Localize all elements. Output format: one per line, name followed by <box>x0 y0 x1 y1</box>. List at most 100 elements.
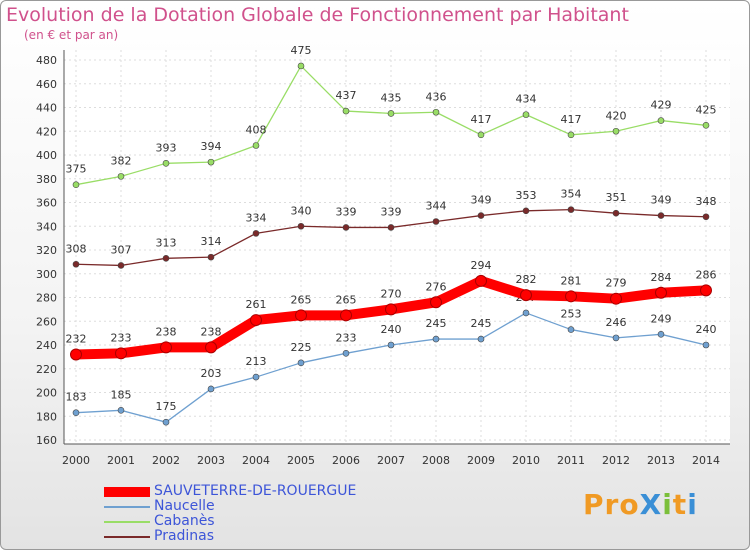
data-point <box>610 292 622 305</box>
data-label: 339 <box>381 205 402 218</box>
data-point <box>207 385 215 393</box>
x-tick-label: 2007 <box>377 454 405 467</box>
x-tick-label: 2000 <box>62 454 90 467</box>
data-point <box>657 212 665 219</box>
y-tick-label: 280 <box>36 292 57 305</box>
data-point <box>387 110 395 117</box>
logo-letter: X <box>639 488 663 521</box>
y-tick-label: 160 <box>36 434 57 447</box>
data-label: 437 <box>336 89 357 102</box>
data-label: 382 <box>111 154 132 167</box>
data-label: 185 <box>111 388 132 401</box>
data-point <box>117 173 125 180</box>
data-point <box>612 334 620 342</box>
data-point <box>565 290 577 303</box>
data-label: 425 <box>696 103 717 116</box>
data-point <box>297 359 305 367</box>
data-point <box>430 296 442 309</box>
data-point <box>387 341 395 349</box>
data-point <box>387 224 395 231</box>
data-point <box>612 127 620 135</box>
data-point <box>207 253 215 261</box>
logo-letter: P <box>583 488 605 521</box>
data-label: 213 <box>246 355 267 368</box>
data-point <box>385 303 397 316</box>
data-point <box>477 131 485 139</box>
data-point <box>702 341 710 349</box>
y-tick-label: 240 <box>36 339 57 352</box>
data-label: 249 <box>651 312 672 325</box>
data-label: 348 <box>696 195 717 208</box>
data-label: 313 <box>156 236 177 249</box>
x-tick-label: 2006 <box>332 454 360 467</box>
data-label: 475 <box>291 44 312 57</box>
data-point <box>432 218 440 225</box>
data-label: 233 <box>111 331 132 344</box>
x-tick-label: 2013 <box>647 454 675 467</box>
data-label: 344 <box>426 200 447 213</box>
chart-title: Evolution de la Dotation Globale de Fonc… <box>6 4 629 26</box>
data-point <box>72 181 80 188</box>
data-point <box>117 407 125 414</box>
x-tick-label: 2012 <box>602 454 630 467</box>
data-point <box>342 107 350 115</box>
data-point <box>252 230 260 237</box>
data-point <box>657 117 665 124</box>
data-label: 339 <box>336 205 357 218</box>
data-label: 294 <box>471 259 492 272</box>
data-label: 354 <box>561 188 582 201</box>
data-point <box>522 207 530 215</box>
y-tick-label: 400 <box>36 149 57 162</box>
legend-label: Cabanès <box>154 513 215 529</box>
data-point <box>612 209 620 217</box>
logo-letter: i <box>687 488 698 521</box>
data-label: 420 <box>606 109 627 122</box>
chart-subtitle: (en € et par an) <box>24 28 119 42</box>
data-point <box>342 224 350 231</box>
data-label: 245 <box>471 317 492 330</box>
legend-swatch <box>104 521 150 523</box>
y-tick-label: 440 <box>36 102 57 115</box>
data-point <box>162 418 170 426</box>
x-tick-label: 2002 <box>152 454 180 467</box>
data-label: 175 <box>156 400 177 413</box>
data-point <box>477 335 485 343</box>
data-label: 434 <box>516 93 537 106</box>
data-label: 233 <box>336 331 357 344</box>
data-label: 349 <box>471 194 492 207</box>
data-point <box>477 212 485 219</box>
data-label: 394 <box>201 140 222 153</box>
y-tick-label: 300 <box>36 268 57 281</box>
data-label: 245 <box>426 317 447 330</box>
legend-swatch <box>104 536 150 538</box>
y-tick-label: 200 <box>36 387 57 400</box>
data-point <box>702 213 710 221</box>
data-point <box>162 255 170 262</box>
data-label: 340 <box>291 204 312 217</box>
x-tick-label: 2001 <box>107 454 135 467</box>
logo-letter: o <box>619 488 640 521</box>
proxiti-logo: ProXiti <box>583 488 698 521</box>
data-point <box>432 335 440 343</box>
data-label: 393 <box>156 141 177 154</box>
legend-swatch <box>104 506 150 508</box>
data-point <box>252 373 260 381</box>
data-label: 308 <box>66 242 87 255</box>
data-point <box>567 131 575 139</box>
data-point <box>342 350 350 357</box>
data-point <box>655 286 667 299</box>
data-label: 246 <box>606 316 627 329</box>
data-point <box>72 409 80 416</box>
data-label: 286 <box>696 268 717 281</box>
data-point <box>567 206 575 213</box>
data-label: 436 <box>426 90 447 103</box>
data-point <box>252 142 260 149</box>
x-tick-label: 2009 <box>467 454 495 467</box>
y-tick-label: 320 <box>36 244 57 257</box>
data-label: 349 <box>651 194 672 207</box>
data-point <box>567 326 575 333</box>
y-tick-label: 460 <box>36 78 57 91</box>
data-label: 375 <box>66 163 87 176</box>
data-point <box>700 284 712 297</box>
